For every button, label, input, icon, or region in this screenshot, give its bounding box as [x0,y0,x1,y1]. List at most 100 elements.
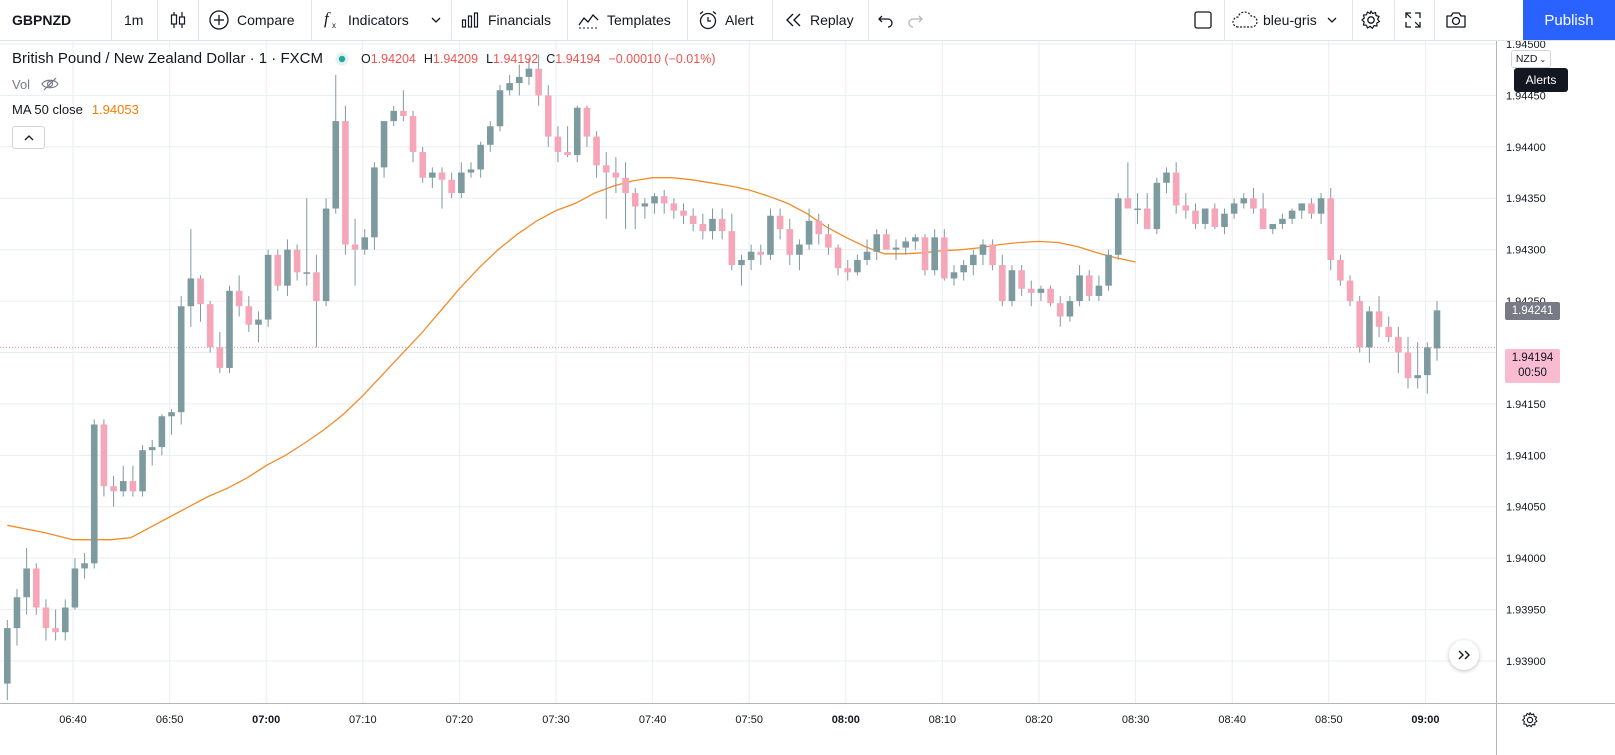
candle-down [1027,288,1035,293]
axis-settings-button[interactable] [1519,709,1541,731]
fullscreen-toggle-button[interactable] [1193,0,1213,40]
compare-button[interactable]: Compare [208,0,295,40]
price-tick-label: 1.94400 [1506,142,1546,154]
ohlc-low: L1.94192 [486,51,539,66]
candle-up [515,76,523,84]
candle-up [487,126,494,145]
chart-canvas[interactable]: 1.94500 1.94450 1.94400 1.94350 1.94300 1.942… [0,41,1615,755]
candle-up [1095,285,1103,296]
candle-down [274,254,282,286]
candle-up [226,290,233,368]
plus-circle-icon [208,9,230,31]
publish-button[interactable]: Publish [1523,0,1615,40]
candle-up [1114,198,1122,255]
candle-up [1288,210,1296,219]
candle-up [1298,203,1306,211]
candle-down [786,229,794,255]
price-tick-label: 1.94000 [1506,553,1546,565]
candle-up [805,220,813,245]
legend-collapse-button[interactable] [12,126,45,149]
candle-up [1066,301,1074,317]
scroll-to-realtime-button[interactable] [1449,640,1479,670]
time-tick-label: 06:40 [59,714,87,726]
chevron-down-icon [1326,16,1338,24]
svg-text:f: f [324,9,331,28]
candle-up [264,254,272,320]
chart-settings-button[interactable] [1360,0,1382,40]
replay-button[interactable]: Replay [784,0,854,40]
layout-name: bleu-gris [1263,12,1317,28]
time-tick-label: 08:00 [832,714,860,726]
high-price-tag: 1.94241 [1505,302,1560,320]
candle-down [1143,208,1151,230]
interval-button[interactable]: 1m [124,0,143,40]
candle-up [1221,213,1228,228]
candle-down [718,218,726,232]
time-tick-label: 07:10 [349,714,377,726]
candle-down [235,290,243,307]
rewind-icon [784,12,804,28]
candle-up [931,237,938,271]
candle-up [912,237,919,242]
price-tick-label: 1.94300 [1506,245,1546,257]
candle-down [941,237,948,279]
candle-down [313,272,320,302]
candle-up [429,172,436,178]
candle-down [689,215,697,224]
axes: 1.94500 1.94450 1.94400 1.94350 1.94300 1.942… [0,41,1615,755]
symbol-search-button[interactable]: GBPNZD [12,0,71,40]
candle-up [139,450,146,492]
time-tick-label: 08:50 [1315,714,1343,726]
candle-down [989,244,996,266]
candle-down [293,249,301,273]
redo-button[interactable] [906,0,924,40]
alert-button[interactable]: Alert [697,0,754,40]
expand-icon [1403,10,1423,30]
candle-up [322,208,330,302]
indicators-dropdown[interactable] [430,0,442,40]
candle-up [960,265,967,273]
candle-up [458,172,465,194]
eye-off-icon[interactable] [40,76,60,92]
layout-button[interactable]: bleu-gris [1232,0,1338,40]
redo-icon [906,12,924,28]
chevron-down-icon [430,16,442,24]
ma-legend[interactable]: MA 50 close 1.94053 [12,102,139,117]
candle-up [467,169,475,173]
financials-button[interactable]: Financials [460,0,551,40]
templates-button[interactable]: Templates [577,0,671,40]
candle-down [728,231,736,266]
candle-up [158,416,166,448]
currency-selector[interactable]: NZD ⌄ [1511,50,1551,68]
compare-label: Compare [237,12,295,28]
undo-button[interactable] [877,0,895,40]
price-tick-label: 1.94100 [1506,450,1546,462]
ohlc-change: −0.00010 (−0.01%) [608,51,716,66]
volume-legend[interactable]: Vol [12,76,60,92]
snapshot-button[interactable] [1444,0,1468,40]
candle-up [187,278,195,307]
candle-down [535,68,542,96]
symbol-title[interactable]: British Pound / New Zealand Dollar · 1 ·… [12,50,323,67]
templates-icon [577,10,601,30]
candle-down [1085,275,1093,296]
price-tick-label: 1.94500 [1506,41,1546,51]
candle-up [863,251,871,260]
time-tick-label: 08:10 [929,714,957,726]
candle-up [148,447,156,451]
candle-up [380,121,388,168]
candle-down [844,268,852,273]
price-tick-label: 1.93950 [1506,605,1546,617]
candle-up [902,241,909,248]
ohlc-open: O1.94204 [360,51,416,66]
candle-up [1163,172,1170,183]
chart-type-button[interactable] [168,0,188,40]
candle-up [4,628,11,684]
chart-legend: British Pound / New Zealand Dollar · 1 ·… [12,50,715,67]
candle-down [564,151,571,156]
candle-up [1230,203,1238,214]
candle-down [631,193,639,207]
fullscreen-button[interactable] [1403,0,1423,40]
candle-up [1424,347,1431,376]
